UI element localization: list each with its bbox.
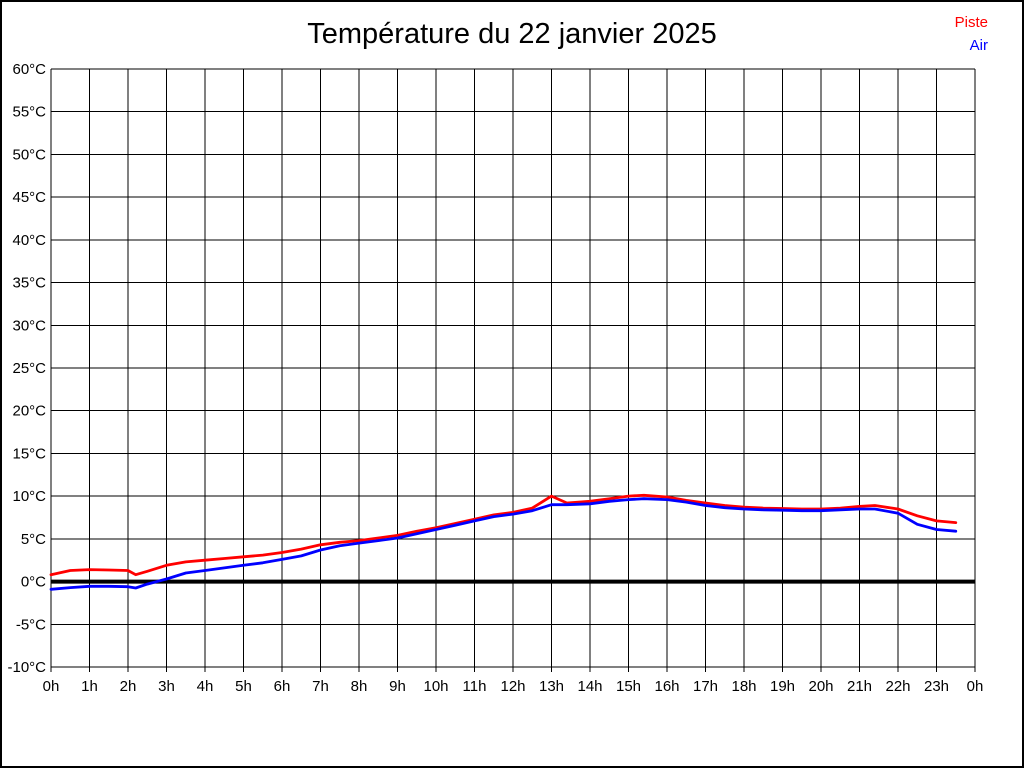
x-tick-label: 17h bbox=[693, 678, 718, 695]
legend-label-piste: Piste bbox=[954, 14, 988, 31]
x-tick-label: 18h bbox=[731, 678, 756, 695]
x-tick-label: 14h bbox=[577, 678, 602, 695]
x-tick-label: 13h bbox=[539, 678, 564, 695]
y-tick-label: 0°C bbox=[21, 574, 46, 591]
y-tick-label: 45°C bbox=[12, 189, 46, 206]
y-tick-label: 40°C bbox=[12, 232, 46, 249]
x-tick-label: 16h bbox=[654, 678, 679, 695]
y-tick-label: 15°C bbox=[12, 445, 46, 462]
y-tick-label: 55°C bbox=[12, 104, 46, 121]
y-tick-label: 20°C bbox=[12, 403, 46, 420]
series-line-air bbox=[49, 497, 958, 591]
x-tick-label: 2h bbox=[120, 678, 137, 695]
x-tick-label: 1h bbox=[81, 678, 98, 695]
x-tick-label: 6h bbox=[274, 678, 291, 695]
y-tick-label: 60°C bbox=[12, 61, 46, 78]
y-tick-label: -10°C bbox=[7, 659, 46, 676]
chart-title: Température du 22 janvier 2025 bbox=[307, 18, 717, 50]
x-tick-label: 11h bbox=[463, 678, 487, 695]
x-tick-label: 9h bbox=[389, 678, 406, 695]
x-tick-label: 12h bbox=[500, 678, 525, 695]
x-tick-label: 19h bbox=[770, 678, 795, 695]
x-tick-label: 15h bbox=[616, 678, 641, 695]
x-tick-label: 3h bbox=[158, 678, 175, 695]
x-tick-label: 4h bbox=[197, 678, 214, 695]
y-tick-label: 10°C bbox=[12, 488, 46, 505]
y-tick-label: 25°C bbox=[12, 360, 46, 377]
y-tick-label: 50°C bbox=[12, 146, 46, 163]
x-tick-label: 21h bbox=[847, 678, 872, 695]
y-tick-label: -5°C bbox=[16, 616, 46, 633]
x-tick-label: 10h bbox=[423, 678, 448, 695]
y-tick-label: 5°C bbox=[21, 531, 46, 548]
x-tick-label: 0h bbox=[967, 678, 984, 695]
legend-item-air: Air bbox=[970, 38, 988, 53]
legend-item-piste: Piste bbox=[955, 15, 988, 30]
x-tick-label: 7h bbox=[312, 678, 329, 695]
series-line-piste bbox=[49, 493, 958, 577]
x-tick-label: 8h bbox=[351, 678, 368, 695]
x-tick-label: 20h bbox=[808, 678, 833, 695]
x-tick-label: 0h bbox=[43, 678, 60, 695]
y-tick-label: 30°C bbox=[12, 317, 46, 334]
x-tick-label: 22h bbox=[885, 678, 910, 695]
x-tick-label: 23h bbox=[924, 678, 949, 695]
legend-label-air: Air bbox=[969, 37, 988, 54]
y-tick-label: 35°C bbox=[12, 275, 46, 292]
x-tick-label: 5h bbox=[235, 678, 252, 695]
